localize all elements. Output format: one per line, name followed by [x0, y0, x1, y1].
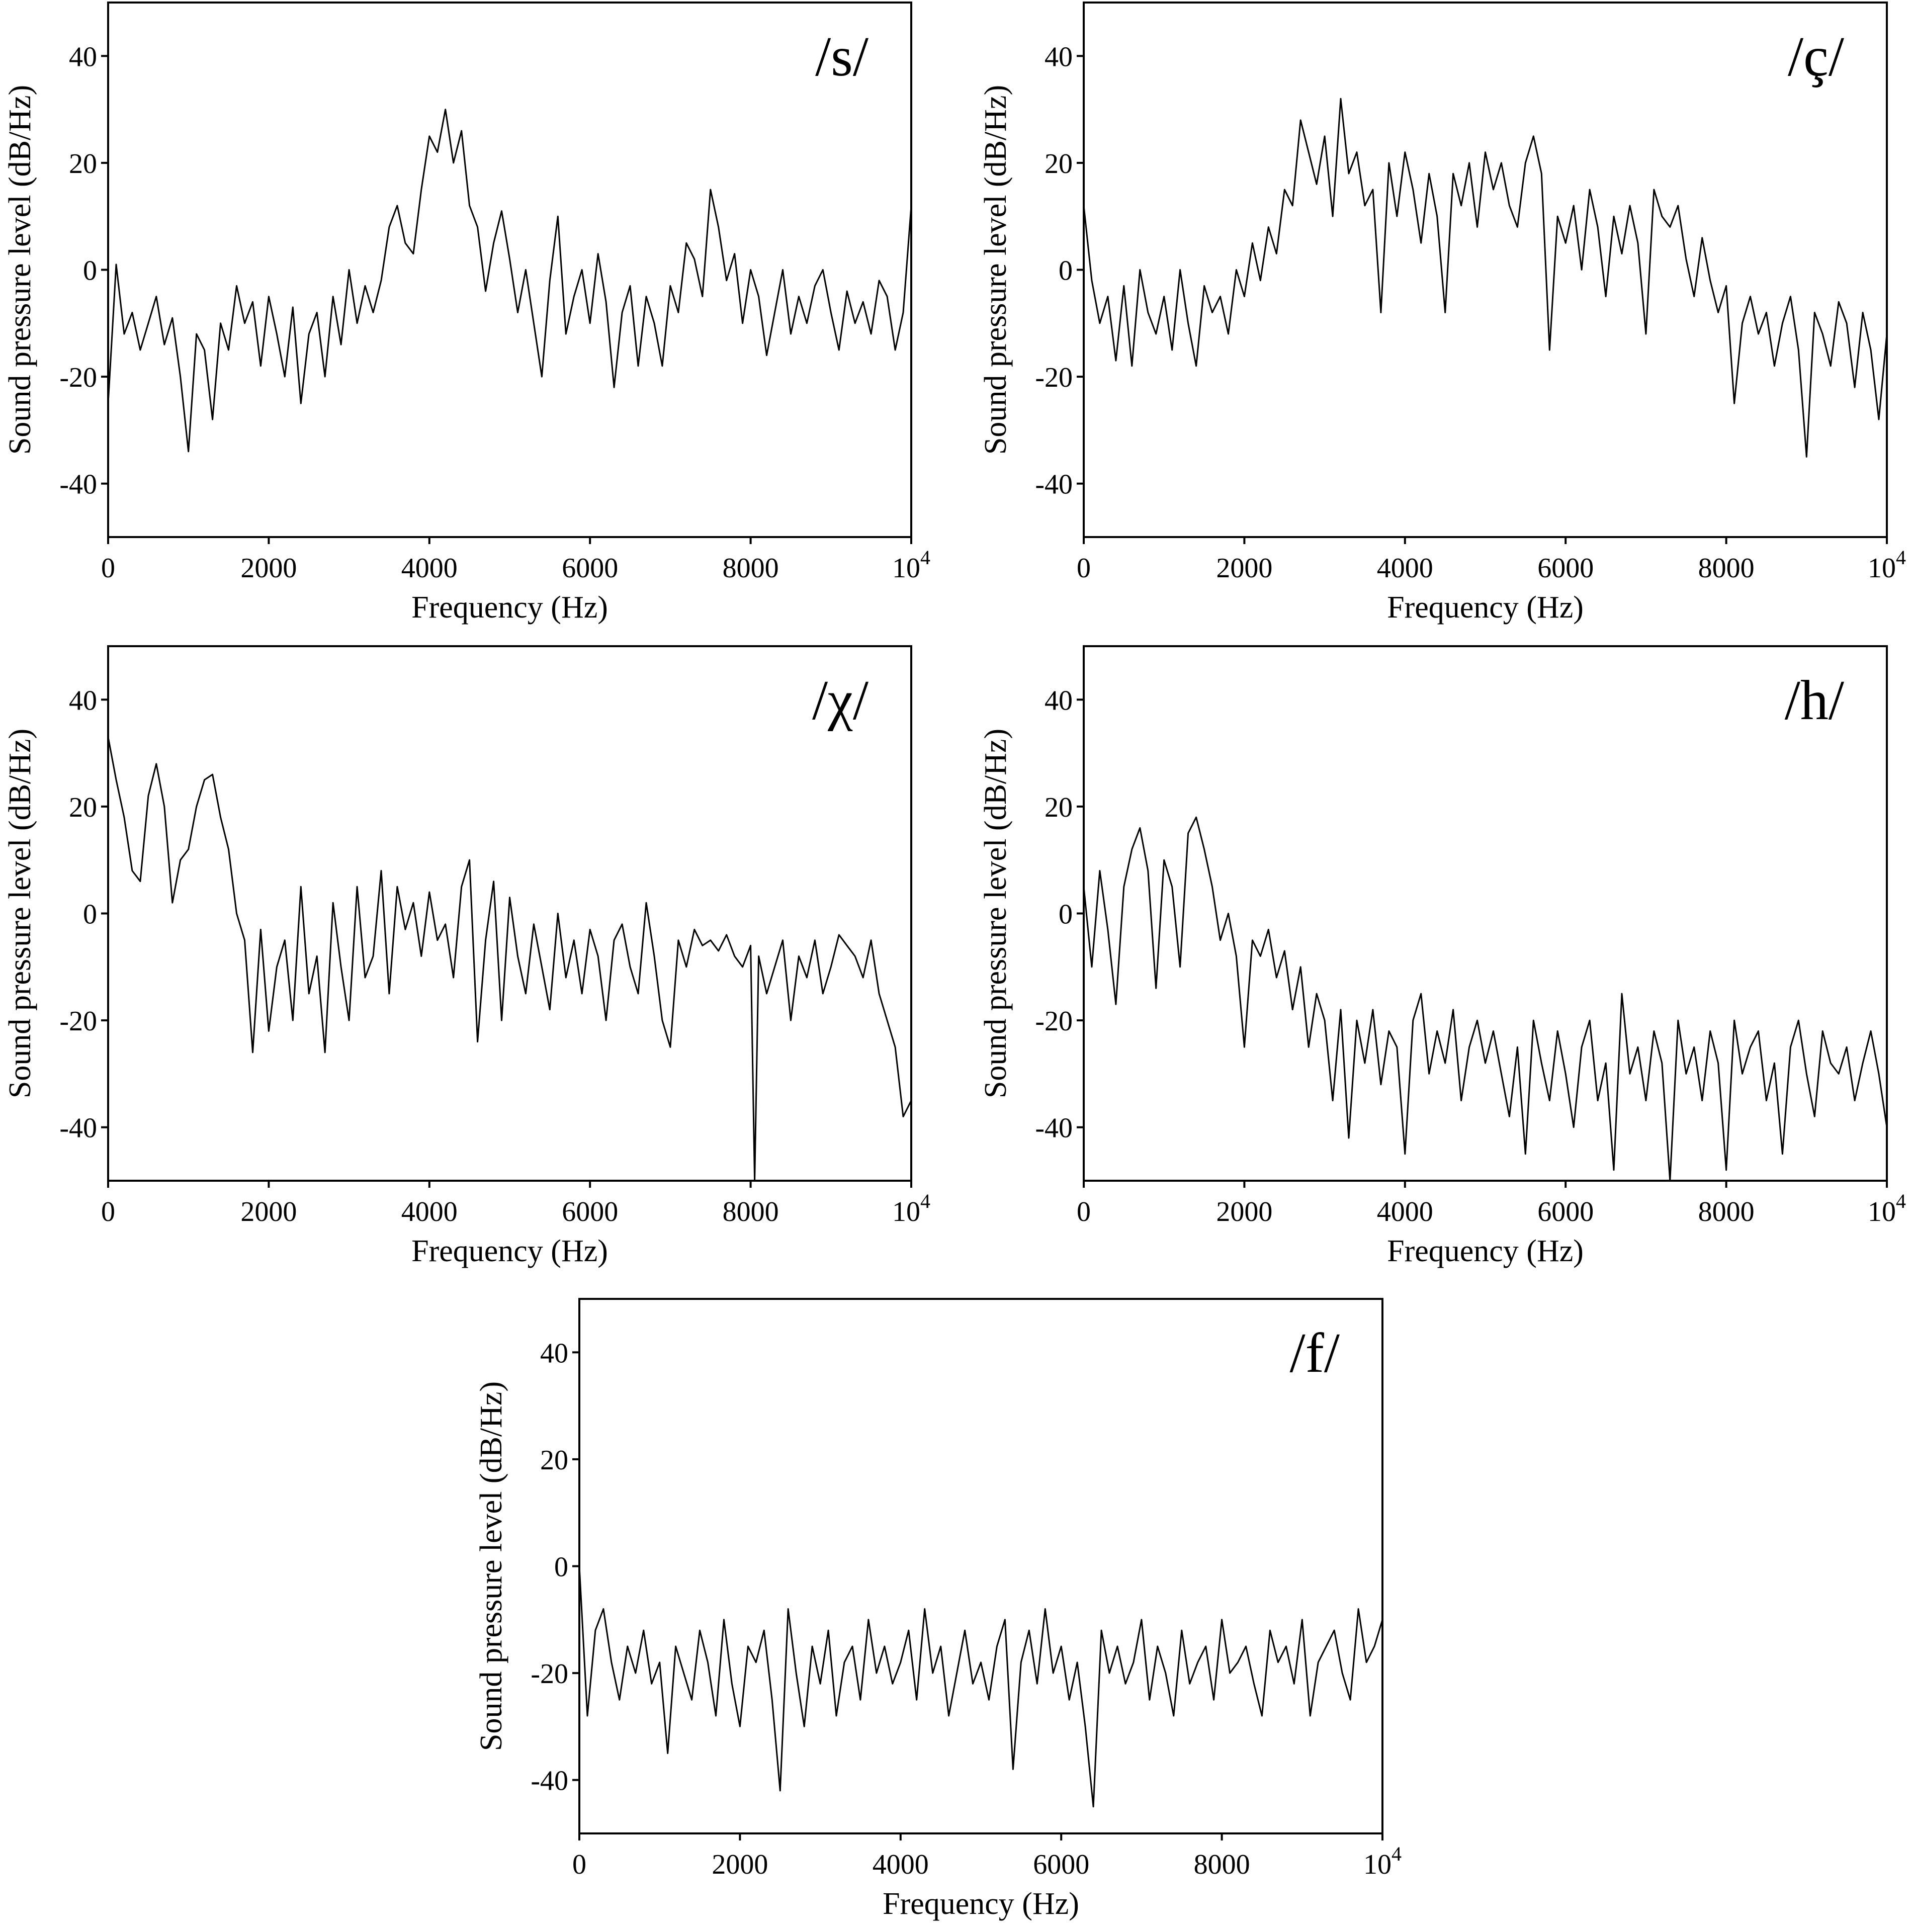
y-tick-label: 40: [1045, 685, 1073, 716]
y-tick-label: -40: [59, 469, 97, 500]
x-tick-label: 8000: [723, 1196, 779, 1227]
panel-s: 0 2000 4000 6000 8000 104 -40 -20 0 20 40 Frequency…: [3, 2, 930, 625]
x-axis-label: Frequency (Hz): [1387, 1234, 1584, 1268]
y-tick-label: 20: [69, 148, 97, 180]
y-axis-label: Sound pressure level (dB/Hz): [979, 85, 1013, 455]
y-axis-label: Sound pressure level (dB/Hz): [3, 85, 37, 455]
x-tick-label: 0: [572, 1849, 586, 1880]
x-tick-label: 2000: [240, 1196, 297, 1227]
y-tick-label: -20: [59, 1006, 97, 1037]
x-tick-label: 104: [1868, 546, 1906, 584]
phoneme-label: /s/: [815, 26, 869, 88]
x-axis-label: Frequency (Hz): [883, 1887, 1079, 1921]
spectrum-line-c: [1084, 98, 1887, 458]
y-tick-label: -40: [1035, 469, 1073, 500]
y-tick-label: 0: [1059, 255, 1073, 287]
x-tick-label: 0: [1077, 1196, 1091, 1227]
x-axis-label: Frequency (Hz): [411, 1234, 608, 1268]
y-tick-label: -20: [1035, 362, 1073, 393]
y-tick-label: 40: [1045, 41, 1073, 72]
phoneme-label: /ç/: [1788, 26, 1845, 88]
x-tick-label: 4000: [1377, 1196, 1433, 1227]
y-tick-label: 0: [554, 1552, 568, 1583]
panel-f: 0 2000 4000 6000 8000 104 -40 -20 0 20 40 Frequency…: [474, 1298, 1402, 1921]
panel-h: 0 2000 4000 6000 8000 104 -40 -20 0 20 40 Frequency…: [979, 645, 1906, 1268]
x-tick-label: 8000: [1698, 1196, 1755, 1227]
phoneme-label: /h/: [1785, 669, 1845, 732]
y-tick-label: -40: [531, 1766, 568, 1797]
x-tick-label: 104: [1363, 1842, 1402, 1880]
x-tick-label: 6000: [562, 553, 618, 584]
x-tick-label: 6000: [1033, 1849, 1089, 1880]
y-axis-label: Sound pressure level (dB/Hz): [474, 1381, 508, 1751]
y-tick-label: 20: [69, 792, 97, 823]
x-tick-label: 104: [892, 546, 930, 584]
spectrum-line-chi: [108, 737, 911, 1181]
x-axis-label: Frequency (Hz): [411, 590, 608, 625]
x-tick-label: 6000: [1537, 553, 1594, 584]
plot-frame: [107, 645, 912, 1182]
plot-frame: [578, 1298, 1383, 1834]
y-tick-label: 20: [1045, 148, 1073, 180]
x-tick-label: 2000: [712, 1849, 768, 1880]
x-tick-label: 0: [1077, 553, 1091, 584]
panel-chi: 0 2000 4000 6000 8000 104 -40 -20 0 20 40 Frequency…: [3, 645, 930, 1268]
x-tick-label: 4000: [401, 1196, 458, 1227]
y-tick-label: 40: [540, 1338, 568, 1369]
x-tick-label: 2000: [240, 553, 297, 584]
x-tick-label: 2000: [1216, 553, 1272, 584]
x-tick-label: 4000: [1377, 553, 1433, 584]
y-tick-label: 0: [83, 255, 97, 287]
y-tick-label: -40: [1035, 1113, 1073, 1144]
x-tick-label: 6000: [562, 1196, 618, 1227]
x-tick-label: 6000: [1537, 1196, 1594, 1227]
x-tick-label: 4000: [401, 553, 458, 584]
y-tick-label: -20: [1035, 1006, 1073, 1037]
y-axis-label: Sound pressure level (dB/Hz): [979, 729, 1013, 1098]
spectrum-line-f: [579, 1566, 1382, 1808]
y-tick-label: -40: [59, 1113, 97, 1144]
y-tick-label: 0: [83, 899, 97, 930]
y-tick-label: -20: [531, 1658, 568, 1690]
x-tick-label: 104: [892, 1190, 930, 1227]
y-tick-label: 40: [69, 685, 97, 716]
x-tick-label: 4000: [873, 1849, 929, 1880]
phoneme-label: /f/: [1289, 1322, 1340, 1384]
plot-frame: [107, 2, 912, 538]
y-tick-label: -20: [59, 362, 97, 393]
y-tick-label: 20: [1045, 792, 1073, 823]
y-tick-label: 0: [1059, 899, 1073, 930]
x-tick-label: 8000: [1698, 553, 1755, 584]
spectrum-line-h: [1084, 816, 1887, 1181]
x-tick-label: 8000: [1194, 1849, 1250, 1880]
y-tick-label: 20: [540, 1445, 568, 1476]
spectrum-line-s: [108, 109, 911, 453]
phoneme-label: /χ/: [812, 669, 869, 732]
x-tick-label: 8000: [723, 553, 779, 584]
x-tick-label: 2000: [1216, 1196, 1272, 1227]
x-tick-label: 0: [101, 1196, 115, 1227]
x-tick-label: 0: [101, 553, 115, 584]
y-tick-label: 40: [69, 41, 97, 72]
plot-frame: [1083, 2, 1888, 538]
x-tick-label: 104: [1868, 1190, 1906, 1227]
y-axis-label: Sound pressure level (dB/Hz): [3, 729, 37, 1098]
panel-c: 0 2000 4000 6000 8000 104 -40 -20 0 20 40 Frequency…: [979, 2, 1906, 625]
x-axis-label: Frequency (Hz): [1387, 590, 1584, 625]
